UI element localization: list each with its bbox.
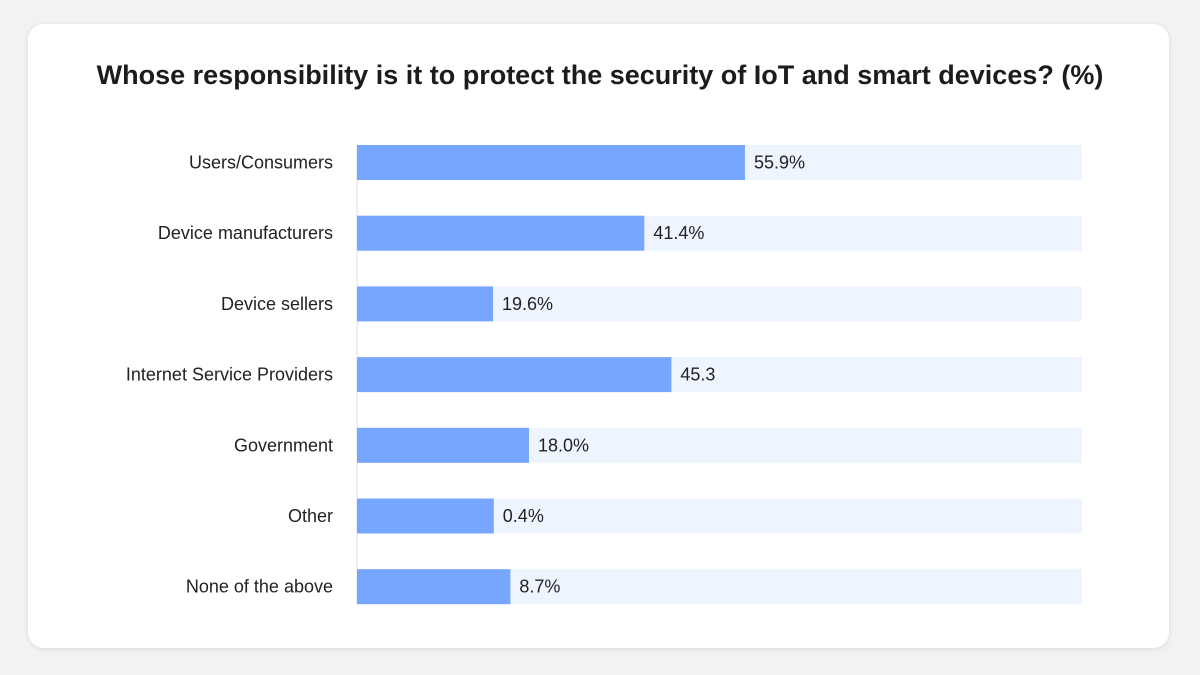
- bar: [357, 427, 529, 463]
- category-label: Device sellers: [221, 294, 333, 314]
- bar: [357, 357, 672, 393]
- bar: [357, 569, 511, 605]
- bar: [357, 145, 745, 180]
- value-label: 0.4%: [503, 506, 544, 526]
- bar: [357, 286, 494, 322]
- value-label: 18.0%: [538, 435, 589, 455]
- chart-title: Whose responsibility is it to protect th…: [96, 60, 1104, 90]
- value-label: 45.3: [680, 365, 715, 385]
- category-label: Government: [234, 435, 333, 455]
- value-label: 55.9%: [754, 153, 805, 173]
- category-label: Users/Consumers: [189, 153, 333, 173]
- value-label: 8.7%: [519, 577, 560, 597]
- category-label: None of the above: [186, 577, 333, 597]
- chart-card: [28, 24, 1169, 648]
- value-label: 19.6%: [502, 294, 553, 314]
- bar: [357, 215, 645, 251]
- category-label: Device manufacturers: [158, 223, 333, 243]
- value-label: 41.4%: [653, 223, 704, 243]
- category-label: Other: [288, 506, 333, 526]
- bar: [357, 498, 494, 534]
- category-label: Internet Service Providers: [126, 365, 333, 385]
